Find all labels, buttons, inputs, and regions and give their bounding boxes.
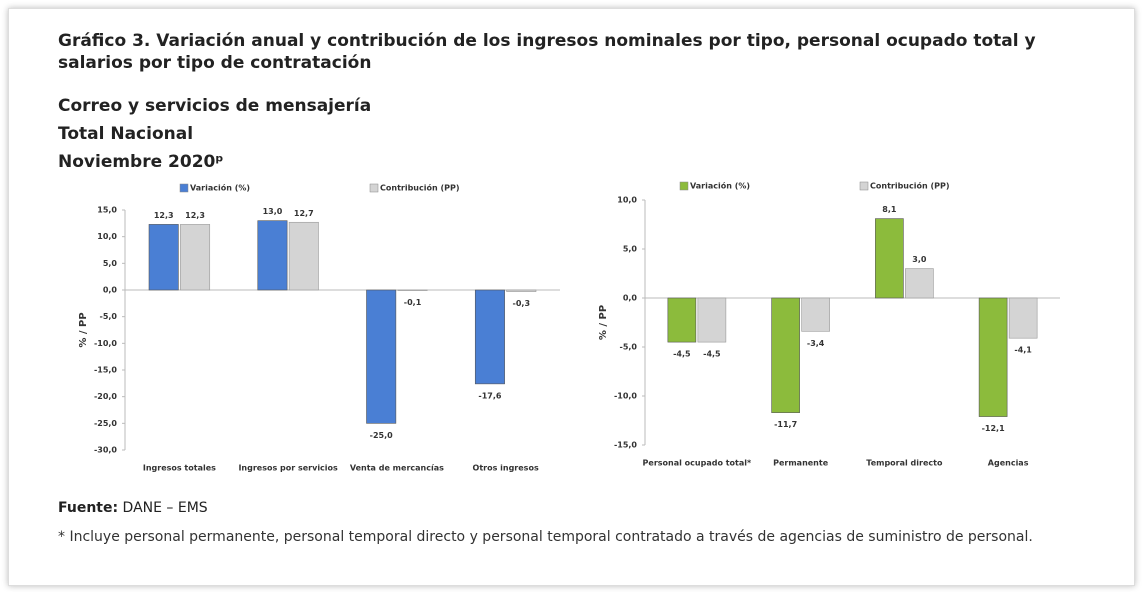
- x-tick-label: Personal ocupado total*: [643, 459, 752, 468]
- bar: [366, 289, 397, 424]
- bar: [257, 220, 288, 291]
- bar: [506, 289, 537, 292]
- legend-label: Contribución (PP): [380, 183, 460, 193]
- bar: [180, 224, 211, 291]
- value-label: 13,0: [263, 207, 283, 216]
- x-tick-label: Ingresos totales: [143, 464, 216, 473]
- bar: [288, 221, 319, 291]
- value-label: -11,7: [774, 420, 797, 429]
- bar: [1008, 297, 1038, 339]
- y-tick-label: -25,0: [94, 419, 117, 428]
- source-label: Fuente:: [58, 500, 119, 516]
- y-tick-label: 0,0: [623, 294, 638, 303]
- y-tick-label: 0,0: [103, 286, 118, 295]
- bar: [397, 289, 428, 291]
- y-tick-label: 10,0: [97, 232, 117, 241]
- x-tick-label: Ingresos por servicios: [238, 464, 338, 473]
- legend-label: Variación (%): [690, 181, 750, 191]
- value-label: 3,0: [912, 255, 927, 264]
- legend-swatch: [679, 181, 689, 191]
- source-text: DANE – EMS: [122, 500, 208, 516]
- value-label: 12,3: [185, 211, 205, 220]
- y-axis-label: % / PP: [598, 305, 609, 340]
- y-tick-label: -15,0: [94, 366, 117, 375]
- value-label: -12,1: [982, 424, 1005, 433]
- note: * Incluye personal permanente, personal …: [58, 529, 1033, 545]
- legend-swatch: [369, 183, 379, 193]
- value-label: -4,5: [703, 350, 721, 359]
- y-tick-label: 5,0: [623, 245, 638, 254]
- value-label: -3,4: [807, 339, 825, 348]
- subtitle: Correo y servicios de mensajería: [58, 96, 372, 116]
- value-label: 12,7: [294, 209, 314, 218]
- bar: [474, 289, 505, 385]
- y-tick-label: 15,0: [97, 206, 117, 215]
- subtitle: Total Nacional: [58, 124, 194, 144]
- y-tick-label: 10,0: [617, 196, 637, 205]
- subtitle: Noviembre 2020ᵖ: [58, 152, 224, 172]
- legend-label: Contribución (PP): [870, 181, 950, 191]
- legend-swatch: [859, 181, 869, 191]
- bar: [697, 297, 727, 343]
- bar: [978, 297, 1008, 417]
- bar: [875, 218, 904, 299]
- bar: [801, 297, 830, 332]
- source: Fuente: DANE – EMS: [58, 500, 208, 516]
- y-tick-label: -5,0: [100, 312, 118, 321]
- x-tick-label: Agencias: [988, 459, 1029, 468]
- value-label: -0,1: [404, 298, 422, 307]
- bar: [771, 297, 800, 413]
- x-tick-label: Otros ingresos: [473, 464, 539, 473]
- x-tick-label: Temporal directo: [866, 459, 943, 468]
- y-tick-label: 5,0: [103, 259, 118, 268]
- y-axis-label: % / PP: [78, 312, 89, 347]
- value-label: -4,1: [1014, 346, 1032, 355]
- bar: [148, 224, 179, 291]
- y-tick-label: -20,0: [94, 392, 117, 401]
- title: Gráfico 3. Variación anual y contribució…: [58, 31, 1036, 73]
- y-tick-label: -10,0: [614, 392, 637, 401]
- y-tick-label: -30,0: [94, 446, 117, 455]
- value-label: -25,0: [370, 431, 393, 440]
- y-tick-label: -5,0: [620, 343, 638, 352]
- bar: [905, 268, 934, 299]
- bar: [667, 297, 697, 343]
- x-tick-label: Permanente: [773, 459, 829, 468]
- x-tick-label: Venta de mercancías: [350, 464, 444, 473]
- y-tick-label: -10,0: [94, 339, 117, 348]
- value-label: -4,5: [673, 350, 691, 359]
- value-label: -17,6: [478, 391, 501, 400]
- y-tick-label: -15,0: [614, 441, 637, 450]
- legend-swatch: [179, 183, 189, 193]
- value-label: -0,3: [513, 299, 531, 308]
- frame: [8, 8, 1135, 586]
- value-label: 12,3: [154, 211, 174, 220]
- legend-label: Variación (%): [190, 183, 250, 193]
- value-label: 8,1: [882, 205, 897, 214]
